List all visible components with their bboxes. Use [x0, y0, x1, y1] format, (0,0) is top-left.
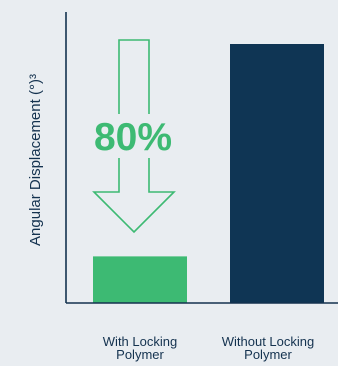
bar-with-locking-polymer — [93, 256, 187, 303]
x-tick-label-line: With Locking — [102, 334, 178, 349]
x-tick-label: Without Locking Polymer — [198, 335, 338, 361]
x-tick-label: With Locking Polymer — [70, 335, 210, 361]
reduction-arrow — [92, 39, 176, 234]
y-axis-label: Angular Displacement (°)³ — [27, 74, 44, 246]
x-tick-label-line: Polymer — [116, 347, 164, 362]
annotation-backdrop — [88, 114, 184, 158]
bars-group — [93, 44, 324, 303]
x-tick-label-line: Without Locking — [221, 334, 315, 349]
bar-without-locking-polymer — [230, 44, 324, 303]
reduction-percentage-label: 80% — [94, 116, 172, 159]
x-tick-label-line: Polymer — [244, 347, 292, 362]
